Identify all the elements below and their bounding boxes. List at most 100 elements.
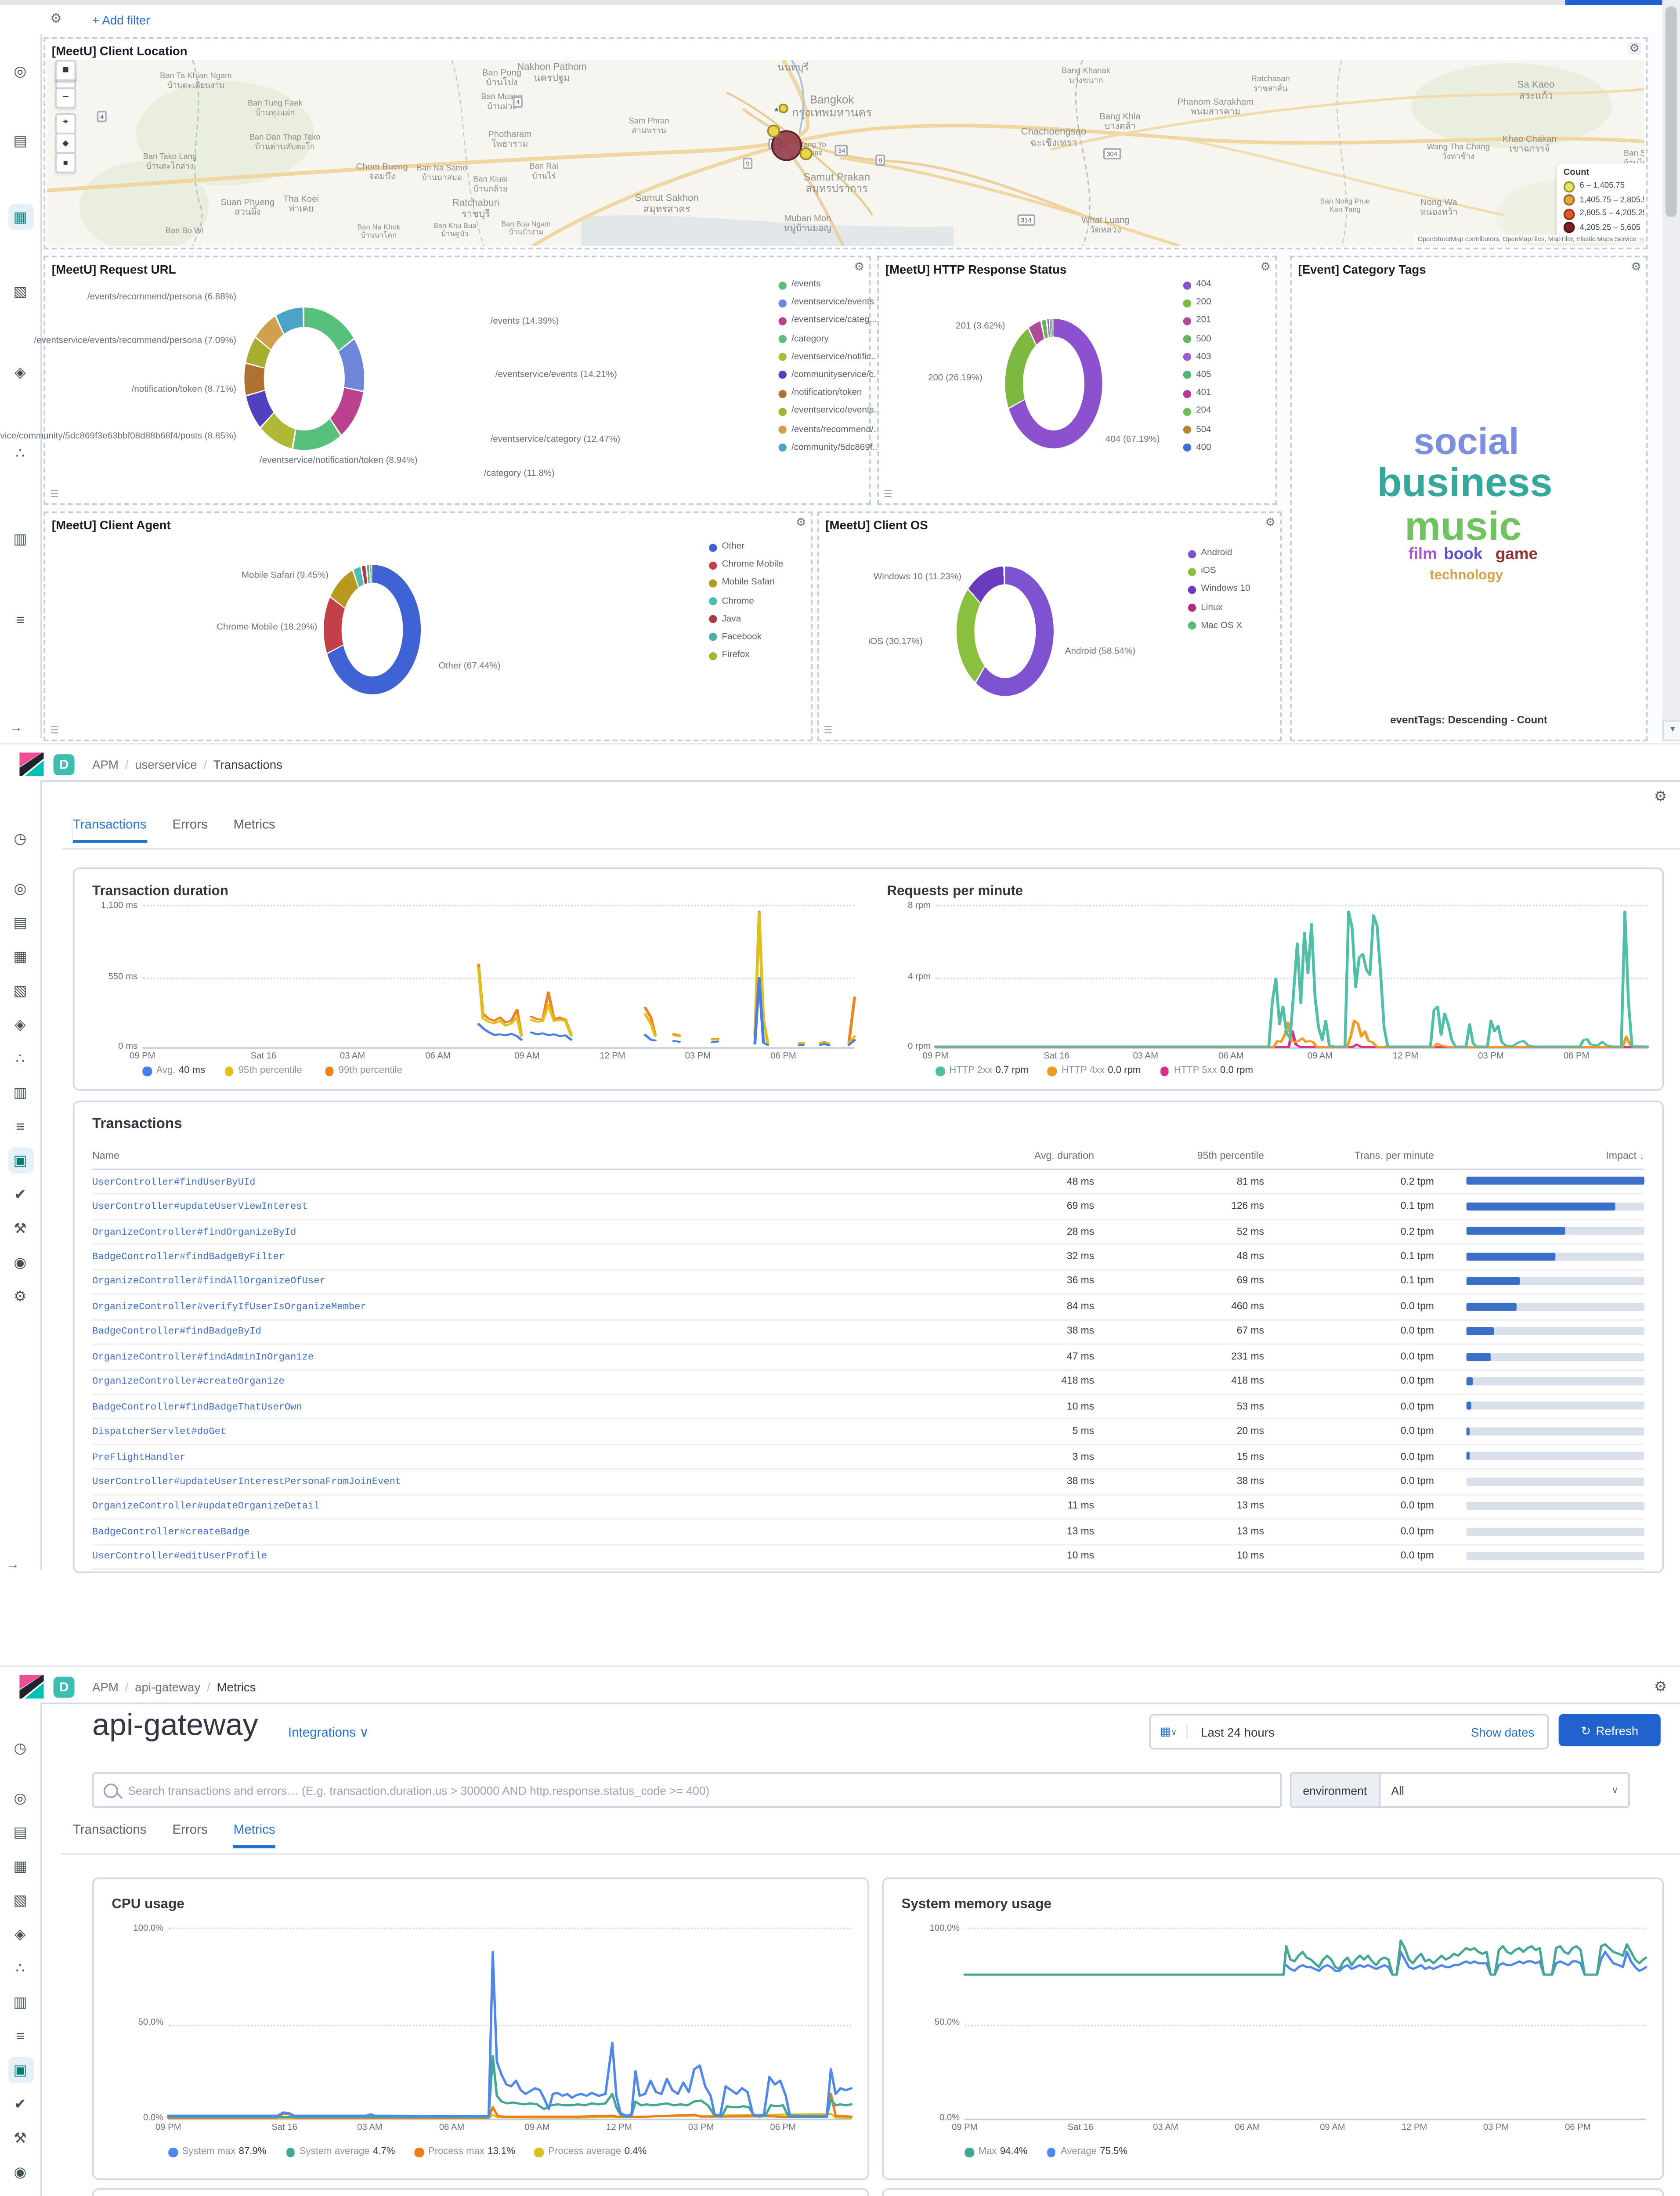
tab[interactable]: Transactions <box>72 1822 147 1837</box>
breadcrumb-item[interactable]: Transactions <box>213 757 282 772</box>
sidebar-icon[interactable]: ▤ <box>7 128 33 154</box>
transaction-link[interactable]: BadgeController#findBadgeByFilter <box>92 1251 285 1263</box>
sidebar-icon[interactable]: ◉ <box>7 1250 33 1275</box>
tab[interactable]: Transactions <box>73 817 147 840</box>
legend-item[interactable]: iOS <box>1188 567 1250 577</box>
transaction-link[interactable]: UserController#updateUserViewInterest <box>92 1201 308 1213</box>
map-polygon-tool-button[interactable]: ◆ <box>55 133 76 154</box>
tag-word[interactable]: game <box>1495 546 1538 564</box>
tag-word[interactable]: technology <box>1430 566 1503 583</box>
count-circle-marker[interactable] <box>767 124 780 138</box>
legend-item[interactable]: /category <box>778 334 882 344</box>
legend-item[interactable]: /events/recommend/... <box>778 425 882 434</box>
legend-item[interactable]: Linux <box>1188 603 1250 613</box>
transaction-link[interactable]: OrganizeController#findOrganizeById <box>92 1226 296 1238</box>
panel-gear-icon[interactable]: ⚙ <box>1631 262 1641 274</box>
transaction-link[interactable]: DispatcherServlet#doGet <box>92 1426 227 1438</box>
calendar-icon[interactable]: ▦∨ <box>1151 1725 1188 1738</box>
breadcrumb-item[interactable]: APM <box>92 758 135 772</box>
legend-item[interactable]: /notification/token <box>778 389 882 398</box>
legend-item[interactable]: Chrome <box>709 596 783 606</box>
legend-item[interactable]: /eventservice/notific... <box>778 352 882 362</box>
legend-item[interactable]: Android <box>1188 549 1250 558</box>
legend-item[interactable]: 99th percentile <box>325 1066 405 1076</box>
save-button-cut[interactable] <box>1565 0 1662 7</box>
tag-word[interactable]: music <box>1405 504 1522 550</box>
sidebar-icon[interactable]: ◎ <box>7 876 33 902</box>
legend-item[interactable]: 400 <box>1183 443 1211 453</box>
map-tool-button[interactable]: ■ <box>55 60 76 81</box>
legend-toggle-icon[interactable]: ☰ <box>884 490 892 500</box>
sidebar-icon[interactable]: ◉ <box>7 2159 33 2185</box>
search-input[interactable] <box>124 1781 1280 1799</box>
legend-item[interactable]: 404 <box>1183 280 1211 290</box>
legend-item[interactable]: System average 4.7% <box>285 2148 395 2157</box>
legend-item[interactable]: HTTP 2xx 0.7 rpm <box>935 1066 1028 1076</box>
time-range-value[interactable]: Last 24 hours <box>1201 1724 1275 1739</box>
sidebar-icon[interactable]: ≡ <box>7 2023 33 2049</box>
sidebar-icon[interactable]: ∴ <box>7 440 33 466</box>
sidebar-icon[interactable]: ◈ <box>7 1011 33 1037</box>
sidebar-icon[interactable]: ▧ <box>7 978 33 1004</box>
legend-item[interactable]: /eventservice/events... <box>778 407 882 416</box>
legend-item[interactable]: Avg. 40 ms <box>142 1066 205 1076</box>
sidebar-icon[interactable]: ⚙ <box>7 1283 33 1309</box>
sidebar-icon[interactable]: ▧ <box>7 278 33 304</box>
transaction-link[interactable]: OrganizeController#updateOrganizeDetail <box>92 1501 320 1513</box>
sidebar-icon[interactable]: ∴ <box>7 1046 33 1072</box>
legend-item[interactable]: Windows 10 <box>1188 585 1250 595</box>
sidebar-icon[interactable]: ✔ <box>7 2091 33 2117</box>
legend-item[interactable]: 504 <box>1183 425 1211 434</box>
show-dates-link[interactable]: Show dates <box>1470 1724 1535 1739</box>
legend-toggle-icon[interactable]: ☰ <box>50 490 59 500</box>
legend-item[interactable]: Mobile Safari <box>709 578 783 588</box>
sidebar-icon[interactable]: ◈ <box>7 1921 33 1947</box>
sidebar-icon[interactable]: ◈ <box>7 359 33 385</box>
sidebar-icon[interactable]: ▥ <box>7 1080 33 1105</box>
panel-gear-icon[interactable]: ⚙ <box>1260 262 1271 274</box>
transaction-link[interactable]: UserController#editUserProfile <box>92 1551 267 1563</box>
breadcrumb-item[interactable]: api-gateway <box>135 1680 217 1694</box>
client-agent-donut[interactable] <box>324 565 421 694</box>
legend-item[interactable]: Average 75.5% <box>1047 2148 1127 2157</box>
transaction-link[interactable]: PreFlightHandler <box>92 1451 186 1463</box>
sidebar-icon[interactable]: ⚒ <box>7 2125 33 2151</box>
sidebar-icon[interactable]: ▣ <box>7 1147 33 1174</box>
transaction-link[interactable]: OrganizeController#createOrganize <box>92 1376 285 1387</box>
col-header-tpm[interactable]: Trans. per minute <box>1354 1151 1434 1162</box>
scrollbar-thumb[interactable] <box>1665 6 1677 217</box>
sidebar-icon[interactable]: ◎ <box>7 58 33 84</box>
breadcrumb-item[interactable]: Metrics <box>217 1680 256 1695</box>
col-header-p95[interactable]: 95th percentile <box>1197 1151 1264 1162</box>
kibana-logo[interactable] <box>19 751 44 776</box>
sidebar-icon[interactable]: ▣ <box>7 2057 33 2083</box>
tag-word[interactable]: business <box>1377 460 1553 506</box>
legend-item[interactable]: /eventservice/events <box>778 298 882 308</box>
legend-item[interactable]: Firefox <box>709 651 783 661</box>
sidebar-collapse-icon[interactable]: → <box>6 1557 20 1572</box>
sidebar-icon[interactable]: ◎ <box>7 1785 33 1811</box>
legend-item[interactable]: Chrome Mobile <box>709 560 783 570</box>
refresh-button[interactable]: ↻ Refresh <box>1558 1714 1661 1747</box>
tab[interactable]: Errors <box>172 817 208 832</box>
map-crop-tool-button[interactable]: ⌖ <box>55 113 76 134</box>
sidebar-icon[interactable]: ≡ <box>7 1113 33 1139</box>
legend-item[interactable]: Process max 13.1% <box>414 2148 515 2157</box>
sidebar-icon[interactable]: ▥ <box>7 1989 33 2015</box>
map-rectangle-tool-button[interactable]: ■ <box>55 152 76 173</box>
legend-item[interactable]: /community/5dc869f... <box>778 443 882 453</box>
breadcrumb-item[interactable]: userservice <box>135 758 213 772</box>
legend-toggle-icon[interactable]: ☰ <box>824 726 833 737</box>
legend-item[interactable]: /communityservice/c... <box>778 371 882 380</box>
legend-item[interactable]: 95th percentile <box>224 1066 305 1076</box>
panel-gear-icon[interactable]: ⚙ <box>795 518 806 529</box>
panel-gear-icon[interactable]: ⚙ <box>854 262 864 274</box>
col-header-name[interactable]: Name <box>92 1151 119 1162</box>
transaction-link[interactable]: OrganizeController#findAdminInOrganize <box>92 1351 314 1362</box>
map-zoom-out-button[interactable]: − <box>55 87 76 108</box>
request-url-donut[interactable] <box>244 307 365 450</box>
sidebar-icon[interactable]: ▤ <box>7 1819 33 1845</box>
sidebar-icon[interactable]: ▦ <box>7 204 33 230</box>
date-picker[interactable]: ▦∨ Last 24 hours Show dates <box>1149 1714 1549 1750</box>
transaction-link[interactable]: OrganizeController#findAllOrganizeOfUser <box>92 1276 325 1288</box>
